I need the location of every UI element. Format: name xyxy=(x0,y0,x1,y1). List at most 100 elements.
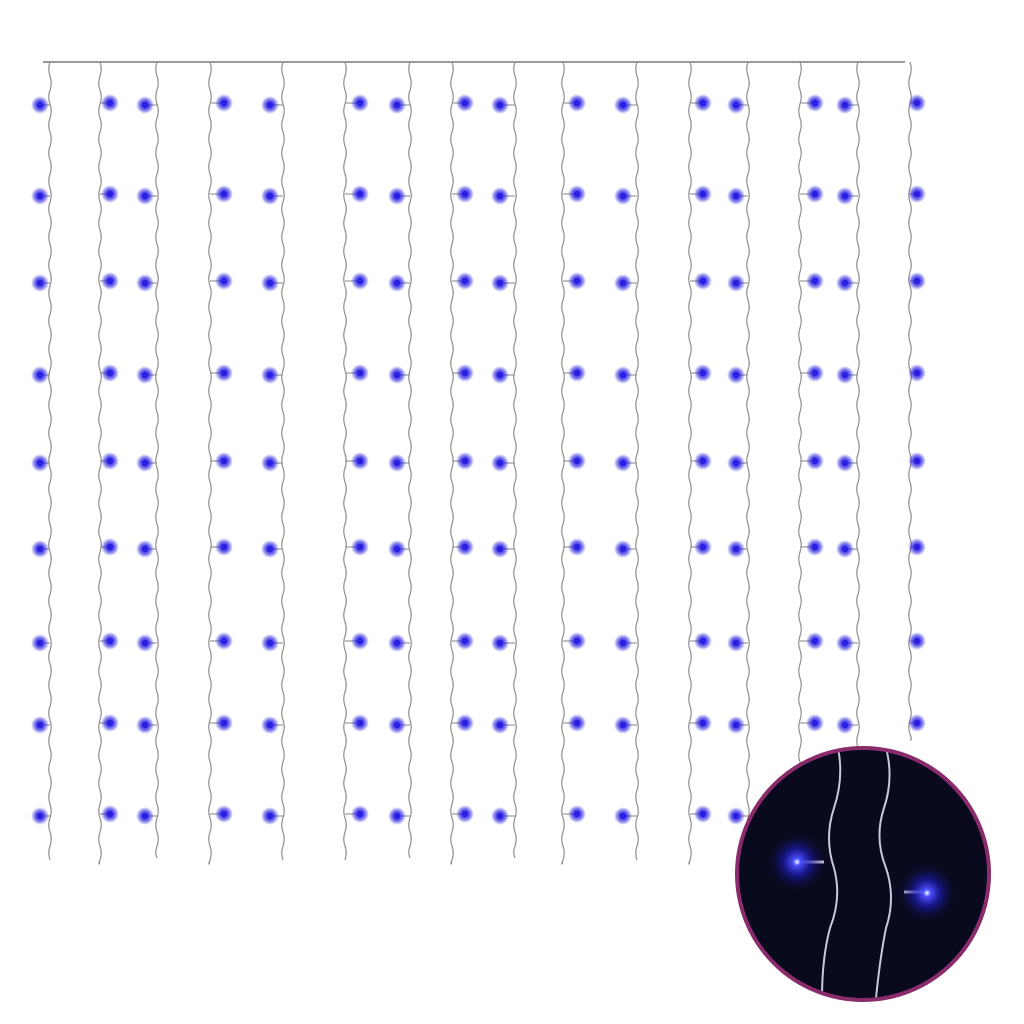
led xyxy=(220,543,228,551)
led xyxy=(106,719,114,727)
led xyxy=(36,279,44,287)
led xyxy=(699,543,707,551)
led xyxy=(220,99,228,107)
led xyxy=(732,279,740,287)
led xyxy=(811,277,819,285)
strand xyxy=(208,61,212,865)
led xyxy=(266,639,274,647)
led xyxy=(913,369,921,377)
led xyxy=(619,721,627,729)
led xyxy=(913,277,921,285)
led xyxy=(36,545,44,553)
led xyxy=(732,639,740,647)
led xyxy=(732,192,740,200)
inset-led xyxy=(767,832,827,892)
strand xyxy=(98,61,102,865)
strand xyxy=(688,61,692,865)
led xyxy=(461,99,469,107)
led xyxy=(106,277,114,285)
led xyxy=(619,459,627,467)
led xyxy=(393,639,401,647)
led xyxy=(36,459,44,467)
led xyxy=(496,639,504,647)
led xyxy=(913,637,921,645)
led xyxy=(699,810,707,818)
led xyxy=(619,545,627,553)
led xyxy=(36,721,44,729)
led xyxy=(573,99,581,107)
led xyxy=(811,457,819,465)
led xyxy=(106,543,114,551)
led xyxy=(699,719,707,727)
led xyxy=(356,810,364,818)
strand xyxy=(155,61,159,859)
led xyxy=(356,190,364,198)
led xyxy=(393,721,401,729)
led xyxy=(36,101,44,109)
led xyxy=(496,279,504,287)
led xyxy=(619,812,627,820)
led xyxy=(141,812,149,820)
led xyxy=(106,637,114,645)
led xyxy=(573,719,581,727)
inset-wire xyxy=(821,750,842,998)
led xyxy=(461,719,469,727)
led xyxy=(356,277,364,285)
led xyxy=(36,639,44,647)
led xyxy=(619,371,627,379)
led xyxy=(266,459,274,467)
led xyxy=(461,190,469,198)
led xyxy=(220,457,228,465)
led xyxy=(496,459,504,467)
led xyxy=(913,99,921,107)
led xyxy=(573,810,581,818)
led xyxy=(106,810,114,818)
led xyxy=(141,192,149,200)
inset-led xyxy=(897,863,957,923)
led xyxy=(220,810,228,818)
led xyxy=(699,99,707,107)
led xyxy=(841,545,849,553)
led xyxy=(699,277,707,285)
led xyxy=(220,190,228,198)
led xyxy=(106,190,114,198)
led xyxy=(841,192,849,200)
led xyxy=(841,371,849,379)
led xyxy=(36,812,44,820)
strand xyxy=(856,61,860,861)
led xyxy=(393,192,401,200)
led xyxy=(461,457,469,465)
strand xyxy=(798,61,802,865)
led xyxy=(732,721,740,729)
led xyxy=(913,190,921,198)
led xyxy=(106,457,114,465)
led xyxy=(266,371,274,379)
strand xyxy=(635,61,639,861)
led xyxy=(699,637,707,645)
led xyxy=(141,545,149,553)
led xyxy=(573,637,581,645)
led xyxy=(461,543,469,551)
led xyxy=(36,192,44,200)
led xyxy=(573,369,581,377)
led xyxy=(266,279,274,287)
strand xyxy=(281,61,285,861)
led xyxy=(141,371,149,379)
led xyxy=(841,721,849,729)
led xyxy=(732,371,740,379)
led xyxy=(699,190,707,198)
led xyxy=(573,277,581,285)
led xyxy=(619,192,627,200)
led xyxy=(732,459,740,467)
led xyxy=(732,101,740,109)
led xyxy=(699,369,707,377)
led xyxy=(36,371,44,379)
led xyxy=(393,545,401,553)
strand xyxy=(408,61,412,859)
led xyxy=(141,459,149,467)
led xyxy=(811,719,819,727)
led xyxy=(732,812,740,820)
led xyxy=(573,190,581,198)
led xyxy=(461,810,469,818)
